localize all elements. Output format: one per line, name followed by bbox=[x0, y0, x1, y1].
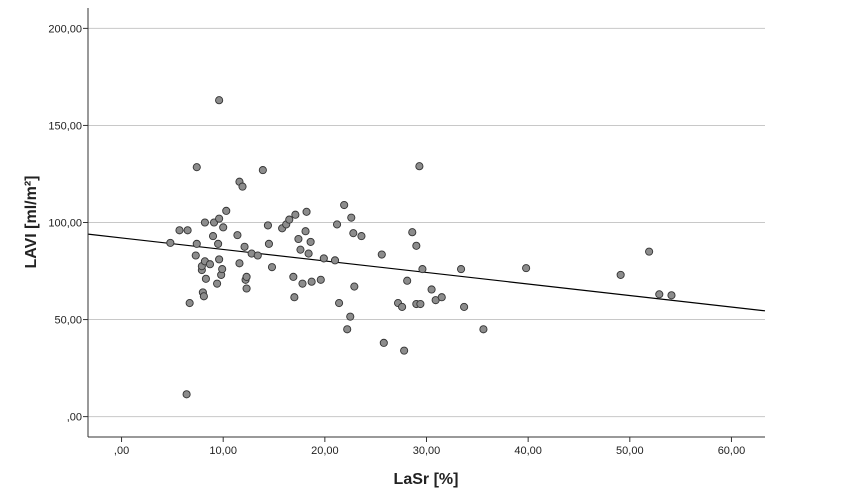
data-point bbox=[350, 282, 359, 291]
data-point bbox=[415, 162, 424, 171]
data-point bbox=[645, 247, 654, 256]
data-point bbox=[379, 338, 388, 347]
data-point bbox=[213, 279, 222, 288]
data-point bbox=[437, 293, 446, 302]
data-point bbox=[343, 325, 352, 334]
data-point bbox=[335, 299, 344, 308]
data-point bbox=[219, 223, 228, 232]
x-tick-label: 10,00 bbox=[209, 445, 237, 457]
data-point bbox=[215, 255, 224, 264]
data-point bbox=[398, 302, 407, 311]
y-tick-label: 150,00 bbox=[48, 120, 82, 132]
data-point bbox=[298, 279, 307, 288]
x-tick-label: ,00 bbox=[114, 445, 129, 457]
data-point bbox=[240, 242, 249, 251]
data-point bbox=[289, 272, 298, 281]
data-point bbox=[205, 260, 215, 269]
data-point bbox=[377, 250, 386, 259]
x-tick-label: 20,00 bbox=[311, 445, 339, 457]
y-tick-label: 100,00 bbox=[48, 218, 82, 230]
data-point bbox=[655, 290, 664, 299]
data-point bbox=[166, 238, 175, 247]
data-point bbox=[191, 251, 200, 260]
data-point bbox=[306, 237, 315, 246]
data-point bbox=[182, 390, 191, 399]
data-point bbox=[418, 265, 427, 274]
data-point bbox=[175, 226, 184, 235]
data-point bbox=[218, 265, 227, 274]
data-point bbox=[427, 285, 436, 294]
data-point bbox=[200, 218, 209, 227]
data-point bbox=[214, 239, 223, 248]
data-point bbox=[301, 227, 310, 236]
data-point bbox=[222, 206, 231, 215]
y-tick-labels: ,00 50,00 100,00 150,00 200,00 bbox=[48, 23, 82, 423]
data-point bbox=[667, 291, 676, 300]
data-point bbox=[192, 163, 201, 172]
data-point bbox=[346, 312, 355, 321]
data-point bbox=[460, 302, 469, 311]
data-point bbox=[215, 96, 224, 105]
x-tick-label: 40,00 bbox=[514, 445, 542, 457]
data-point bbox=[263, 221, 272, 230]
data-point bbox=[258, 166, 267, 175]
data-point bbox=[616, 270, 625, 279]
gridlines bbox=[88, 27, 765, 418]
data-point bbox=[242, 272, 251, 281]
data-point bbox=[316, 275, 325, 284]
data-point bbox=[296, 245, 305, 254]
data-point bbox=[192, 239, 201, 248]
x-tick-label: 60,00 bbox=[718, 445, 746, 457]
data-point bbox=[302, 207, 311, 216]
fit-line-layer bbox=[87, 233, 766, 312]
data-point bbox=[330, 256, 340, 265]
data-point bbox=[400, 346, 409, 355]
data-point bbox=[479, 325, 488, 334]
data-point bbox=[412, 241, 421, 250]
data-point bbox=[403, 276, 412, 285]
y-tick-label: 50,00 bbox=[54, 315, 82, 327]
axes bbox=[83, 8, 765, 442]
data-point bbox=[233, 231, 242, 240]
data-point bbox=[349, 229, 358, 238]
data-point bbox=[242, 284, 251, 293]
data-point bbox=[294, 234, 303, 244]
data-point bbox=[183, 226, 192, 235]
data-point bbox=[185, 299, 194, 308]
data-point bbox=[307, 277, 316, 286]
data-points bbox=[166, 96, 676, 399]
x-tick-labels: ,00 10,00 20,00 30,00 40,00 50,00 60,00 bbox=[114, 445, 745, 457]
data-point bbox=[267, 263, 277, 272]
data-point bbox=[457, 265, 466, 274]
data-point bbox=[304, 249, 313, 258]
y-tick-label: 200,00 bbox=[48, 23, 82, 35]
x-axis-title: LaSr [%] bbox=[394, 471, 459, 488]
data-point bbox=[215, 214, 224, 223]
data-point bbox=[319, 254, 328, 263]
data-point bbox=[238, 182, 247, 191]
data-point bbox=[285, 215, 294, 224]
data-point bbox=[208, 232, 218, 241]
y-axis-title: LAVI [ml/m²] bbox=[23, 175, 40, 268]
data-point bbox=[357, 232, 366, 241]
data-point bbox=[347, 213, 356, 222]
data-point bbox=[340, 200, 349, 210]
data-point bbox=[416, 299, 425, 309]
fit-line bbox=[87, 233, 766, 312]
data-point bbox=[253, 251, 262, 260]
y-tick-label: ,00 bbox=[67, 412, 82, 424]
data-point bbox=[290, 293, 299, 302]
x-tick-label: 30,00 bbox=[413, 445, 441, 457]
data-point bbox=[522, 264, 531, 273]
data-point bbox=[201, 274, 210, 283]
data-point bbox=[291, 210, 300, 219]
data-point bbox=[408, 228, 417, 237]
data-point bbox=[235, 259, 244, 268]
x-tick-label: 50,00 bbox=[616, 445, 644, 457]
data-point bbox=[264, 239, 273, 248]
data-point bbox=[199, 292, 208, 301]
data-point bbox=[332, 220, 342, 229]
